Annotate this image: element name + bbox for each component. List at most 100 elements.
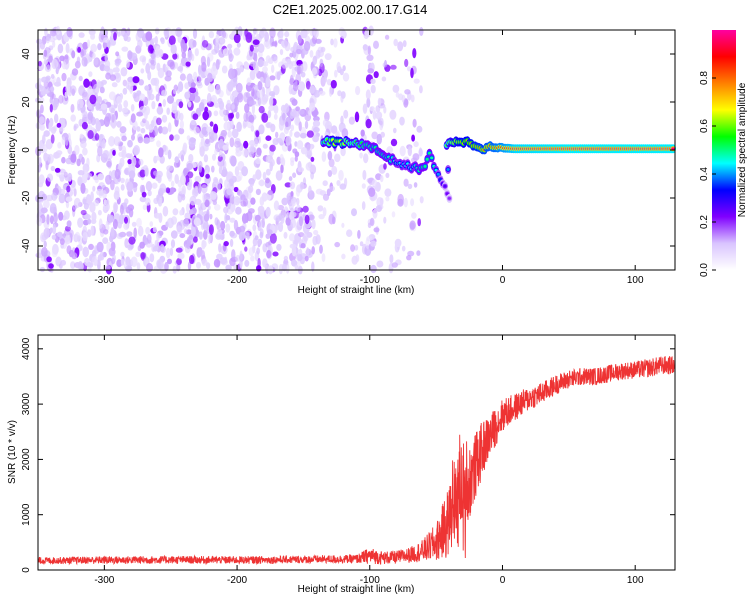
noise-cell bbox=[132, 76, 140, 84]
noise-cell bbox=[385, 172, 390, 178]
noise-cell bbox=[163, 145, 169, 156]
noise-cell bbox=[53, 125, 58, 132]
noise-cell bbox=[87, 130, 94, 139]
snr-panel: -300 -200 -100 0 100 0 1000 2000 3000 4000 Heigh… bbox=[7, 334, 676, 595]
noise-cell bbox=[130, 52, 138, 60]
noise-cell bbox=[220, 159, 225, 169]
noise-cell bbox=[273, 113, 278, 120]
noise-cell bbox=[49, 29, 57, 37]
noise-cell bbox=[213, 176, 219, 184]
noise-cell bbox=[300, 243, 306, 249]
noise-cell bbox=[82, 41, 89, 50]
noise-cell bbox=[362, 44, 368, 51]
noise-cell bbox=[50, 86, 55, 92]
noise-cell bbox=[204, 199, 210, 208]
noise-cell bbox=[362, 103, 368, 114]
noise-cell bbox=[131, 156, 137, 167]
noise-cell bbox=[244, 103, 250, 113]
noise-cell bbox=[116, 259, 123, 268]
noise-cell bbox=[283, 105, 290, 113]
noise-cell bbox=[289, 129, 293, 138]
noise-cell bbox=[170, 230, 178, 239]
noise-cell bbox=[103, 37, 110, 43]
noise-cell bbox=[188, 153, 194, 163]
noise-cell bbox=[150, 59, 155, 65]
noise-cell bbox=[87, 218, 92, 225]
noise-cell bbox=[319, 58, 324, 68]
noise-cell bbox=[303, 232, 309, 242]
noise-cell bbox=[361, 201, 366, 211]
noise-cell bbox=[235, 82, 243, 93]
noise-cell bbox=[243, 92, 249, 103]
noise-cell bbox=[147, 91, 151, 101]
y-tick-label: -40 bbox=[21, 238, 32, 253]
noise-cell bbox=[112, 201, 119, 212]
noise-cell bbox=[311, 67, 318, 76]
noise-cell bbox=[286, 195, 290, 201]
noise-cell bbox=[390, 64, 397, 70]
noise-cell bbox=[280, 164, 284, 174]
noise-cell bbox=[297, 34, 302, 44]
noise-cell bbox=[193, 236, 198, 243]
noise-cell bbox=[381, 76, 387, 82]
noise-cell bbox=[395, 91, 400, 98]
noise-cell bbox=[136, 217, 142, 228]
noise-cell bbox=[281, 57, 288, 69]
noise-cell bbox=[101, 139, 106, 149]
noise-cell bbox=[41, 247, 48, 257]
noise-cell bbox=[145, 63, 151, 74]
noise-cell bbox=[235, 206, 242, 215]
noise-cell bbox=[117, 103, 123, 113]
noise-cell bbox=[97, 43, 102, 51]
noise-cell bbox=[119, 126, 127, 134]
noise-cell bbox=[105, 174, 112, 185]
noise-cell bbox=[258, 124, 265, 135]
noise-cell bbox=[187, 49, 193, 61]
noise-cell bbox=[97, 209, 102, 216]
noise-cell bbox=[259, 196, 265, 207]
noise-cell bbox=[247, 185, 254, 193]
noise-cell bbox=[90, 43, 97, 53]
noise-cell bbox=[182, 142, 188, 151]
noise-cell bbox=[158, 147, 164, 158]
noise-cell bbox=[239, 250, 243, 262]
noise-cell bbox=[96, 189, 103, 196]
noise-cell bbox=[350, 244, 356, 252]
noise-cell bbox=[38, 78, 42, 85]
noise-cell bbox=[391, 211, 396, 218]
noise-cell bbox=[43, 227, 50, 239]
noise-cell bbox=[46, 214, 50, 225]
noise-cell bbox=[291, 246, 297, 257]
noise-cell bbox=[139, 106, 147, 113]
colorbar-tick-label: 0.6 bbox=[699, 119, 710, 133]
noise-cell bbox=[303, 41, 311, 52]
noise-cell bbox=[290, 191, 294, 197]
noise-cell bbox=[257, 238, 263, 246]
noise-cell bbox=[97, 173, 105, 181]
noise-cell bbox=[257, 257, 261, 269]
noise-cell bbox=[332, 216, 336, 225]
noise-cell bbox=[198, 64, 202, 76]
noise-cell bbox=[360, 129, 365, 137]
noise-cell bbox=[342, 72, 350, 82]
noise-cell bbox=[120, 258, 125, 266]
noise-cell bbox=[376, 133, 382, 145]
noise-cell bbox=[407, 66, 412, 72]
noise-cell bbox=[348, 116, 355, 125]
noise-cell bbox=[82, 163, 90, 173]
noise-cell bbox=[139, 169, 146, 178]
noise-cell bbox=[203, 154, 209, 163]
noise-cell bbox=[45, 75, 51, 81]
noise-cell bbox=[240, 194, 246, 201]
noise-cell bbox=[124, 216, 128, 224]
noise-cell bbox=[44, 27, 48, 37]
noise-cell bbox=[52, 98, 60, 108]
noise-cell bbox=[51, 93, 56, 100]
noise-cell bbox=[118, 232, 125, 238]
x-tick-label: -200 bbox=[227, 575, 247, 586]
noise-cell bbox=[222, 48, 230, 56]
noise-cell bbox=[304, 214, 310, 225]
noise-cell bbox=[306, 247, 310, 257]
noise-cell bbox=[125, 153, 132, 159]
noise-cell bbox=[304, 120, 309, 130]
